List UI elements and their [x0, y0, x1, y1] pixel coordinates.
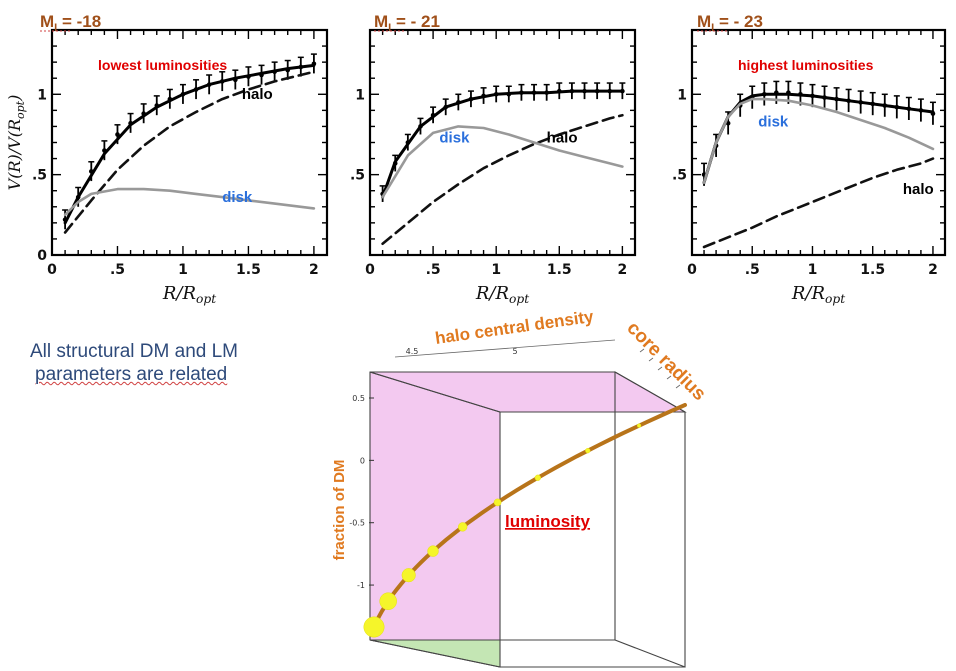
model-curve	[381, 89, 624, 199]
disk-label: disk	[439, 130, 470, 147]
rotation-curve-panel-3: 0 .5 1 1.5 2 .5 1 R/Ropt disk halo highest luminos…	[672, 12, 947, 306]
x-axis-label: R/Ropt	[791, 283, 845, 306]
luminosity-label: luminosity	[505, 512, 591, 531]
density-axis-line	[394, 339, 616, 358]
core-radius-tick	[639, 348, 645, 353]
model-curve	[63, 63, 316, 225]
core-radius-tick	[675, 384, 681, 389]
halo-label: halo	[547, 130, 578, 147]
y-tick-label: 1	[677, 87, 687, 103]
dm-tick-label: 0	[360, 456, 365, 465]
x-tick-label: 1	[491, 262, 501, 278]
core-radius-tick	[648, 357, 654, 362]
x-tick-label: 0	[687, 262, 697, 278]
luminosity-point	[363, 616, 385, 638]
x-tick-label: .5	[110, 262, 125, 278]
left-wall	[369, 371, 501, 668]
x-tick-label: 1.5	[236, 262, 261, 278]
halo-label: halo	[242, 86, 273, 103]
x-tick-label: 1.5	[860, 262, 885, 278]
disk-label: disk	[758, 113, 789, 130]
y-tick-label: .5	[672, 168, 687, 184]
luminosity-point	[534, 474, 541, 481]
dm-axis-title: fraction of DM	[331, 460, 348, 561]
x-axis-label: R/Ropt	[162, 283, 216, 306]
x-tick-label: 1.5	[547, 262, 572, 278]
y-tick-label: .5	[32, 168, 47, 184]
y-tick-label: 1	[355, 87, 365, 103]
x-tick-label: 0	[365, 262, 375, 278]
note-line-1: All structural DM and LM	[30, 341, 239, 362]
front-window	[499, 411, 686, 668]
luminosity-annotation: highest luminosities	[738, 57, 874, 73]
y-tick-label: .5	[350, 168, 365, 184]
disk-label: disk	[222, 189, 253, 206]
structural-parameters-note: All structural DM and LM parameters are …	[30, 340, 300, 386]
dm-tick-label: -0.5	[349, 519, 365, 528]
y-axis-label: V(R)/V(Ropt)	[5, 95, 27, 191]
rotation-curve-panel-2: 0 .5 1 1.5 2 .5 1 R/Ropt disk halo MI = - 21	[350, 12, 637, 306]
luminosity-point	[379, 592, 397, 610]
panel-title: MI = -18	[40, 12, 101, 34]
disk-curve	[381, 125, 624, 199]
luminosity-point	[427, 545, 439, 557]
luminosity-point	[636, 423, 642, 428]
data-point	[115, 132, 120, 137]
core-radius-tick	[666, 375, 672, 380]
note-line-2: parameters are related	[35, 364, 228, 385]
luminosity-point	[457, 522, 468, 532]
x-axis-label: R/Ropt	[475, 283, 529, 306]
plot-frame	[50, 28, 329, 257]
box-edge	[369, 371, 501, 413]
halo-curve	[702, 157, 935, 249]
x-tick-label: 2	[309, 262, 319, 278]
box-edge	[614, 371, 686, 413]
dm-tick-label: -1	[357, 581, 365, 590]
x-tick-label: 2	[618, 262, 628, 278]
luminosity-point	[401, 568, 416, 583]
core-radius-tick	[657, 366, 663, 371]
x-tick-label: 1	[178, 262, 188, 278]
density-tick-label: 4.5	[406, 347, 419, 356]
panel-title: MI = - 21	[374, 12, 440, 34]
halo-label: halo	[903, 181, 934, 198]
disk-curve	[702, 97, 935, 184]
x-tick-label: 1	[808, 262, 818, 278]
box-edge	[369, 639, 501, 668]
plot-frame	[690, 28, 947, 257]
y-tick-label: 1	[37, 87, 47, 103]
halo-curve	[63, 70, 316, 234]
density-tick-label: 5	[512, 347, 517, 356]
panel-title: MI = - 23	[697, 12, 763, 34]
x-tick-label: 0	[47, 262, 57, 278]
luminosity-point	[493, 498, 502, 507]
box-edge	[614, 639, 686, 668]
x-tick-label: .5	[745, 262, 760, 278]
density-axis-title: halo central density	[434, 307, 595, 348]
halo-curve	[381, 113, 624, 246]
luminosity-point	[585, 448, 591, 454]
y-tick-label: 0	[37, 248, 47, 264]
luminosity-track	[372, 403, 687, 629]
x-tick-label: 2	[928, 262, 938, 278]
luminosity-annotation: lowest luminosities	[98, 57, 227, 73]
x-tick-label: .5	[426, 262, 441, 278]
rotation-curve-panel-1: 0 .5 1 1.5 2 0 .5 1 R/Ropt V(R)/V(Ropt) halo disk lo…	[5, 12, 329, 306]
dm-tick-label: 0.5	[352, 394, 365, 403]
disk-curve	[63, 187, 316, 217]
